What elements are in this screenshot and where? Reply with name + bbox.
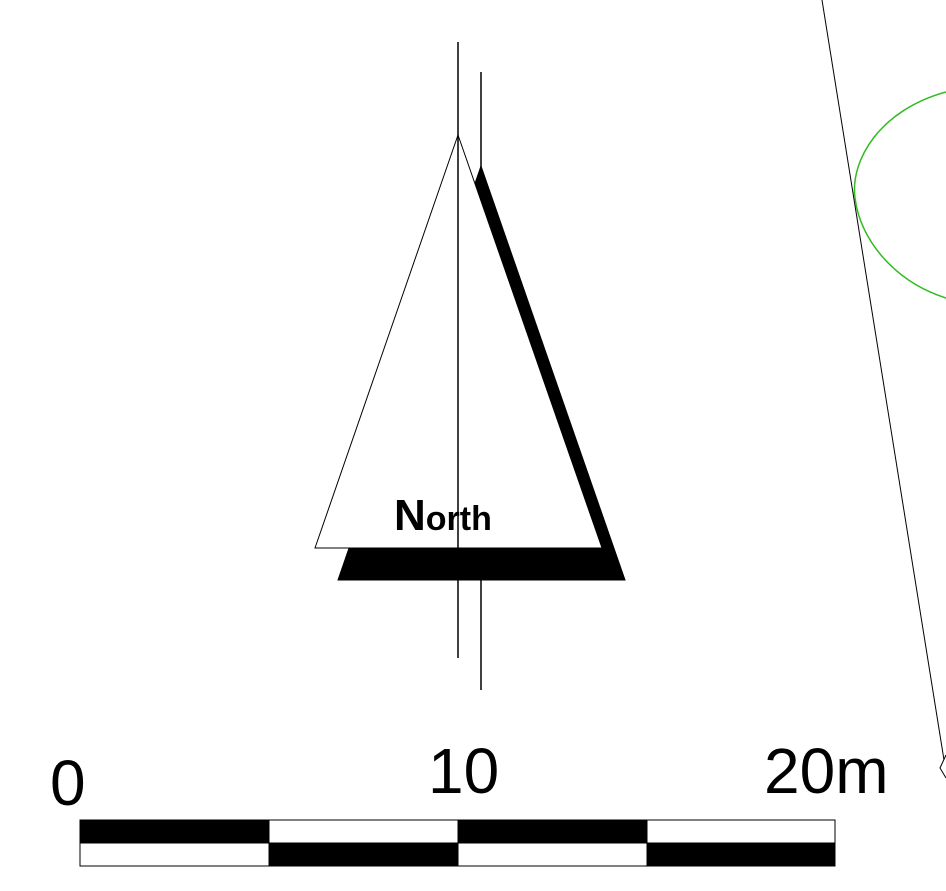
scale-segment-1-top [79, 819, 270, 844]
scale-segment-1-bottom [79, 842, 270, 867]
scale-segment-2-top [268, 819, 459, 844]
scale-segment-3-bottom [457, 842, 648, 867]
scale-segment-4-bottom [646, 842, 836, 867]
green-polygon-outline [853, 91, 946, 299]
scale-segment-3-top [457, 819, 648, 844]
north-label-initial: N [394, 491, 426, 540]
map-features [821, 0, 946, 779]
scale-bar: 0 10 20m [50, 735, 889, 867]
scale-label-start: 0 [50, 747, 86, 819]
scale-label-end: 20m [764, 735, 889, 807]
north-arrow-label: North [394, 491, 492, 540]
north-label-rest: orth [426, 500, 492, 538]
parcel-boundary-line [821, 0, 945, 761]
scale-segment-2-bottom [268, 842, 459, 867]
scale-label-middle: 10 [428, 735, 499, 807]
scale-segment-4-top [646, 819, 836, 844]
north-arrow: North [314, 42, 626, 690]
map-feature-fragment [939, 754, 946, 779]
